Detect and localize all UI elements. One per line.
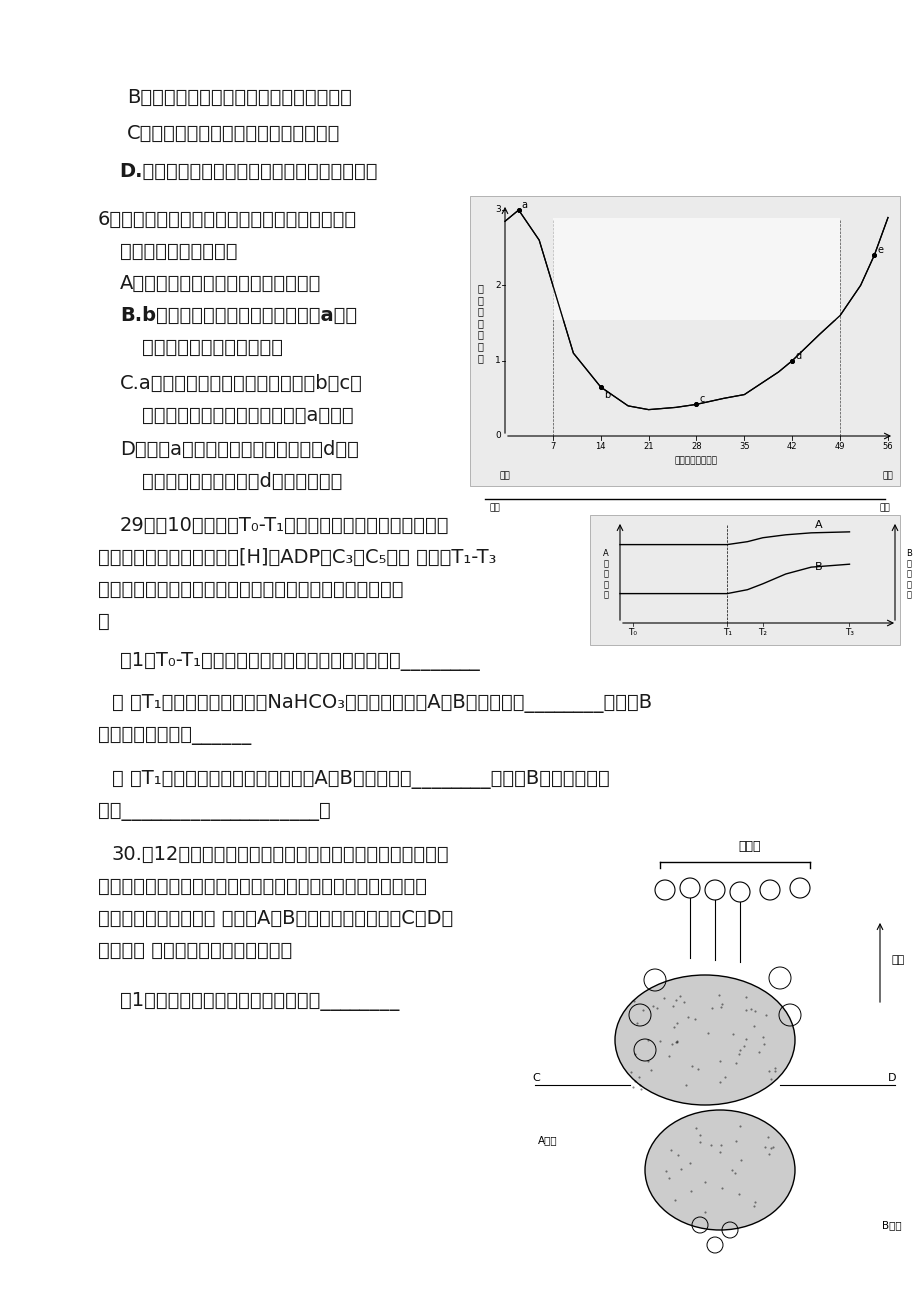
Text: 下丘脑: 下丘脑 [738, 840, 760, 853]
Text: e: e [877, 245, 882, 255]
Text: 种是体液联系，构成下丘脑一腺垂体系统，一种是神经联系，构: 种是体液联系，构成下丘脑一腺垂体系统，一种是神经联系，构 [98, 878, 426, 896]
Text: c: c [698, 395, 704, 405]
Text: A: A [814, 519, 822, 530]
Text: 芽尖: 芽尖 [499, 471, 510, 480]
Text: ⑵ 若T₁时刻降低了培养液中NaHCO₃的浓度，则物质A、B分别指的是________，物质B: ⑵ 若T₁时刻降低了培养液中NaHCO₃的浓度，则物质A、B分别指的是_____… [112, 694, 652, 713]
Text: T₂: T₂ [757, 628, 766, 637]
Text: 芽尖: 芽尖 [490, 503, 500, 512]
Bar [552, 217, 839, 320]
Text: 21: 21 [642, 441, 653, 450]
Text: 布，下列叙述错误的是: 布，下列叙述错误的是 [119, 242, 237, 260]
Text: 示联系方 式），据图回答相关问题：: 示联系方 式），据图回答相关问题： [98, 941, 292, 960]
Text: 距芽尖距离（㎜）: 距芽尖距离（㎜） [675, 456, 717, 465]
Text: D.利用数学模型描述、解释和预测种群数量变化: D.利用数学模型描述、解释和预测种群数量变化 [119, 161, 377, 181]
Text: 根尖: 根尖 [879, 503, 889, 512]
Text: 成下丘脑一神经垂体系 统。（A、B表示垂体的两部分，C、D表: 成下丘脑一神经垂体系 统。（A、B表示垂体的两部分，C、D表 [98, 909, 453, 928]
Text: 动脉: 动脉 [891, 954, 904, 965]
Text: T₃: T₃ [844, 628, 853, 637]
Text: A垂体: A垂体 [538, 1135, 557, 1144]
Text: 49: 49 [834, 441, 845, 450]
Ellipse shape [614, 975, 794, 1105]
Text: D．若将a点对应浓度的生长素作用于d点对: D．若将a点对应浓度的生长素作用于d点对 [119, 440, 358, 460]
Text: B: B [814, 562, 822, 572]
Text: T₀: T₀ [628, 628, 637, 637]
Text: 42: 42 [786, 441, 797, 450]
Text: a: a [521, 201, 528, 210]
Text: 30.（12分）右图表示下丘脑与垂体的两种功能联系方式：一: 30.（12分）右图表示下丘脑与垂体的两种功能联系方式：一 [112, 845, 449, 865]
Text: 则表示改变其生长条件后两种化合物的含量变化。回答问题: 则表示改变其生长条件后两种化合物的含量变化。回答问题 [98, 579, 403, 599]
Text: 0: 0 [494, 431, 501, 440]
Text: （1）腺垂体和神经垂体分别对应图中________: （1）腺垂体和神经垂体分别对应图中________ [119, 992, 399, 1010]
Text: A．生长素主要由生长旺盛的部位合成: A．生长素主要由生长旺盛的部位合成 [119, 273, 321, 293]
Text: 应的细胞，可能会抑制d点细胞的生长: 应的细胞，可能会抑制d点细胞的生长 [142, 473, 342, 491]
Text: 浓度升高的原因是______: 浓度升高的原因是______ [98, 727, 251, 745]
FancyBboxPatch shape [589, 516, 899, 644]
Text: 生
长
素
相
对
含
量: 生 长 素 相 对 含 量 [477, 284, 482, 363]
Text: 14: 14 [595, 441, 606, 450]
Text: D: D [887, 1073, 895, 1083]
Text: ⑶ 若T₁时刻降低了光照强度，则物质A、B分别指的是________，物质B浓度升高的原: ⑶ 若T₁时刻降低了光照强度，则物质A、B分别指的是________，物质B浓度… [112, 769, 609, 789]
Text: 对应幼苗部位的细胞体积大: 对应幼苗部位的细胞体积大 [142, 339, 283, 357]
Text: C: C [531, 1073, 539, 1083]
Text: B．利用类比推理法证明基因位于染色体上: B．利用类比推理法证明基因位于染色体上 [127, 89, 351, 107]
Text: ：: ： [98, 612, 109, 631]
Text: 2: 2 [494, 281, 501, 290]
Text: B垂体: B垂体 [881, 1220, 901, 1230]
Text: 28: 28 [690, 441, 701, 450]
Text: B
相
对
含
量: B 相 对 含 量 [905, 548, 911, 599]
Text: T₁: T₁ [721, 628, 731, 637]
Text: 3: 3 [494, 206, 501, 215]
Text: B.b点所对应幼苗部位的细胞体积比a点所: B.b点所对应幼苗部位的细胞体积比a点所 [119, 306, 357, 326]
Text: 根尖: 根尖 [881, 471, 892, 480]
Text: C.a点生长素浓度相对较高，是由于b、c点: C.a点生长素浓度相对较高，是由于b、c点 [119, 374, 362, 393]
Text: C．利用纸层析法分离叶绿体中各种色素: C．利用纸层析法分离叶绿体中各种色素 [127, 124, 340, 143]
Text: b: b [603, 391, 609, 400]
Text: 6．右图表示黄化燕麦幼苗中生长素相对含量的分: 6．右图表示黄化燕麦幼苗中生长素相对含量的分 [98, 210, 357, 229]
Text: 对应的细胞合成的生长素运输到a点所致: 对应的细胞合成的生长素运输到a点所致 [142, 406, 353, 424]
Text: A
相
对
含
量: A 相 对 含 量 [603, 548, 608, 599]
Text: 藻叶绿体中某两种化合物（[H]、ADP、C₃或C₅）的 含量，T₁-T₃: 藻叶绿体中某两种化合物（[H]、ADP、C₃或C₅）的 含量，T₁-T₃ [98, 548, 496, 566]
FancyBboxPatch shape [470, 197, 899, 486]
Text: d: d [794, 350, 800, 361]
Ellipse shape [644, 1111, 794, 1230]
Text: 29．（10分）下图T₀-T₁表示的是适宜条件下生长的小球: 29．（10分）下图T₀-T₁表示的是适宜条件下生长的小球 [119, 516, 449, 535]
Text: 1: 1 [494, 357, 501, 365]
Text: （1）T₀-T₁段，为各种生命活动供能最多的结构是________: （1）T₀-T₁段，为各种生命活动供能最多的结构是________ [119, 652, 479, 671]
Text: 因是____________________。: 因是____________________。 [98, 802, 331, 822]
Text: 7: 7 [550, 441, 555, 450]
Text: 35: 35 [738, 441, 749, 450]
Text: 56: 56 [881, 441, 892, 450]
